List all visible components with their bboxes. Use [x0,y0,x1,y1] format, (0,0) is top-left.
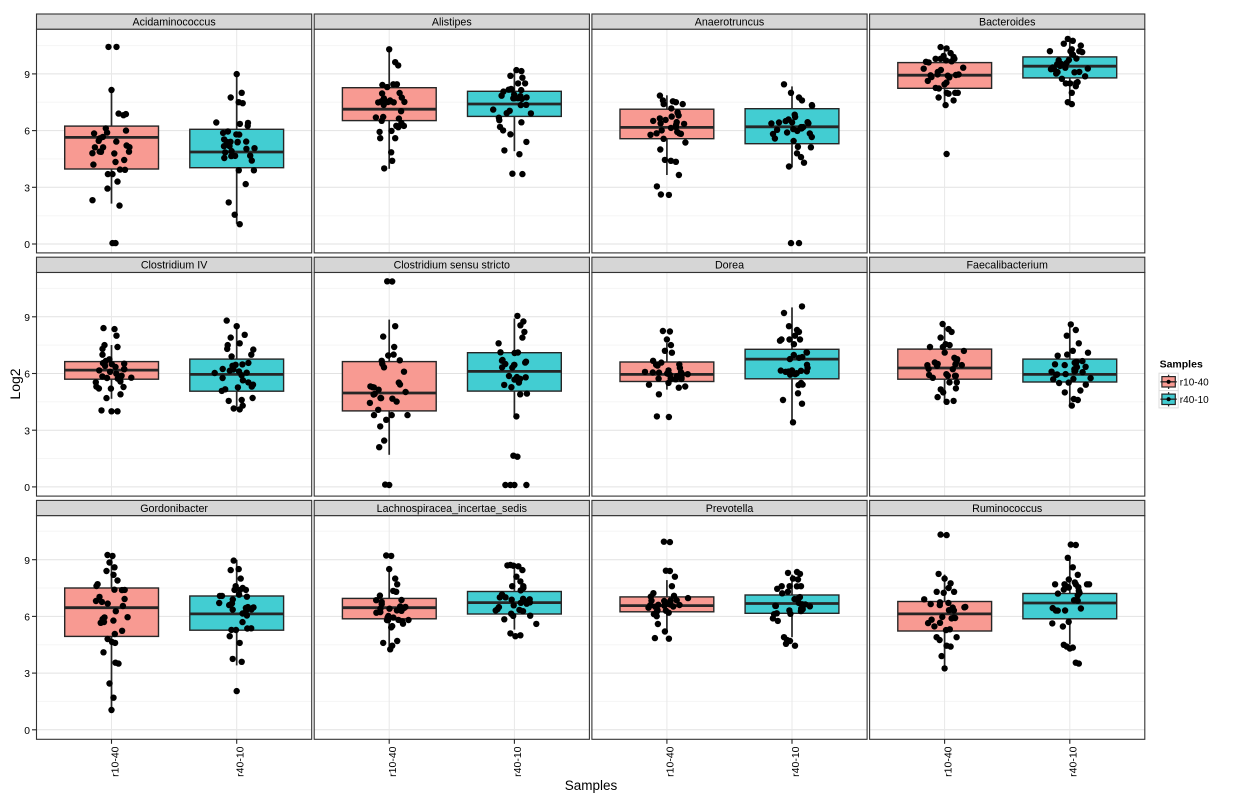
svg-text:r40-10: r40-10 [512,746,524,777]
svg-text:Samples: Samples [1160,359,1203,371]
svg-text:6: 6 [24,127,30,138]
svg-text:r10-40: r10-40 [665,746,677,777]
svg-text:Alistipes: Alistipes [432,17,472,29]
svg-text:Prevotella: Prevotella [706,503,754,515]
svg-text:9: 9 [24,313,30,324]
svg-text:0: 0 [24,483,30,494]
svg-text:r40-10: r40-10 [235,746,247,777]
svg-text:r40-10: r40-10 [1068,746,1080,777]
svg-text:r40-10: r40-10 [1180,395,1209,406]
svg-text:6: 6 [24,370,30,381]
svg-text:Clostridium IV: Clostridium IV [141,260,208,272]
svg-text:Ruminococcus: Ruminococcus [972,503,1042,515]
svg-text:Bacteroides: Bacteroides [979,17,1035,29]
svg-text:Acidaminococcus: Acidaminococcus [133,17,216,29]
svg-text:9: 9 [24,556,30,567]
svg-text:9: 9 [24,70,30,81]
svg-text:Gordonibacter: Gordonibacter [140,503,208,515]
svg-text:Dorea: Dorea [715,260,744,272]
svg-text:Lachnospiracea_incertae_sedis: Lachnospiracea_incertae_sedis [377,503,527,515]
svg-text:r10-40: r10-40 [1180,377,1209,388]
svg-text:0: 0 [24,726,30,737]
svg-text:6: 6 [24,613,30,624]
svg-text:Clostridium sensu stricto: Clostridium sensu stricto [394,260,510,272]
svg-text:r40-10: r40-10 [790,746,802,777]
svg-text:r10-40: r10-40 [109,746,121,777]
svg-text:r10-40: r10-40 [387,746,399,777]
svg-text:Anaerotruncus: Anaerotruncus [695,17,765,29]
svg-text:0: 0 [24,240,30,251]
svg-text:r10-40: r10-40 [942,746,954,777]
svg-text:3: 3 [24,183,30,194]
svg-text:Samples: Samples [565,778,618,793]
svg-text:Faecalibacterium: Faecalibacterium [967,260,1048,272]
svg-text:Log2: Log2 [7,368,23,399]
svg-text:3: 3 [24,669,30,680]
svg-text:3: 3 [24,426,30,437]
